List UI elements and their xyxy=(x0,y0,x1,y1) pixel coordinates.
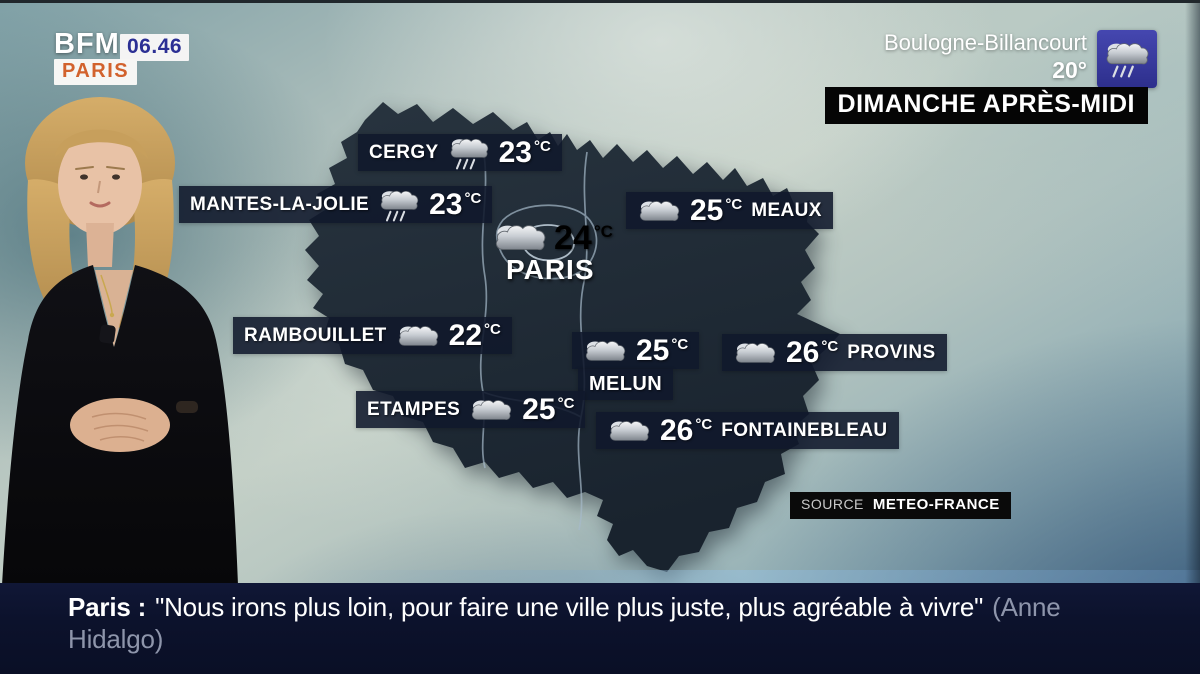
city-name: MEAUX xyxy=(751,199,822,221)
temperature: 24 °C xyxy=(554,219,613,257)
weather-label-rambouillet: RAMBOUILLET 22 °C xyxy=(233,317,512,354)
cloud-icon xyxy=(733,339,777,366)
city-name: RAMBOUILLET xyxy=(244,324,387,346)
weather-label-mantes-la-jolie: MANTES-LA-JOLIE 23 °C xyxy=(179,186,493,223)
bfm-logo: BFM xyxy=(54,28,120,60)
ticker-attribution: (Anne Hidalgo) xyxy=(68,592,1061,654)
city-name: PROVINS xyxy=(847,341,936,363)
weather-presenter xyxy=(2,97,238,585)
ticker-separator: : xyxy=(137,592,147,622)
cloud-icon xyxy=(469,396,513,423)
cloud-icon xyxy=(492,220,548,254)
weather-label-cergy: CERGY 23 °C xyxy=(358,134,562,171)
city-name: MANTES-LA-JOLIE xyxy=(190,193,370,215)
weather-label-meaux: 25 °C MEAUX xyxy=(626,192,833,229)
highlight-city-widget: Boulogne-Billancourt 20° xyxy=(884,30,1157,88)
city-name: FONTAINEBLEAU xyxy=(721,419,888,441)
clock: 06.46 xyxy=(120,34,190,61)
city-name: CERGY xyxy=(369,141,439,163)
temperature: 23 °C xyxy=(498,135,551,169)
temperature: 22 °C xyxy=(448,318,501,352)
weather-label-etampes: ETAMPES 25 °C xyxy=(356,391,586,428)
cloud-icon xyxy=(583,337,627,364)
source-credit: SOURCE METEO-FRANCE xyxy=(790,492,1011,519)
background-light-band xyxy=(0,570,1200,583)
source-label: SOURCE xyxy=(801,496,864,512)
source-value: METEO-FRANCE xyxy=(872,496,1000,513)
news-ticker: Paris: "Nous irons plus loin, pour faire … xyxy=(0,583,1200,674)
rain-icon xyxy=(1097,30,1157,88)
weather-label-melun: 25 °C MELUN xyxy=(572,332,700,400)
weather-label-paris: 24 °C PARIS xyxy=(492,220,613,286)
cloud-icon xyxy=(396,322,440,349)
temperature: 25 °C xyxy=(690,193,743,227)
city-name: PARIS xyxy=(506,254,595,285)
temperature: 23 °C xyxy=(429,187,482,221)
city-name: ETAMPES xyxy=(367,398,461,420)
cloud-icon xyxy=(637,197,681,224)
rain-storm-icon xyxy=(378,187,420,223)
weather-label-provins: 26 °C PROVINS xyxy=(722,334,947,371)
highlight-city-name: Boulogne-Billancourt xyxy=(883,30,1087,55)
presenter-figure xyxy=(2,97,238,585)
edge-vignette xyxy=(1185,0,1200,674)
paris-border xyxy=(521,224,575,262)
forecast-period-banner: DIMANCHE APRÈS-MIDI xyxy=(824,87,1148,124)
rain-storm-icon xyxy=(448,135,490,171)
weather-label-fontainebleau: 26 °C FONTAINEBLEAU xyxy=(596,412,899,449)
ticker-topic: Paris xyxy=(68,592,131,622)
ticker-quote: "Nous irons plus loin, pour faire une vi… xyxy=(155,592,984,622)
ticker-text: Paris: "Nous irons plus loin, pour faire … xyxy=(68,591,1124,655)
city-name: MELUN xyxy=(589,373,663,395)
channel-region-label: PARIS xyxy=(54,59,138,85)
letterbox-strip xyxy=(0,0,1200,3)
temperature: 26 °C xyxy=(786,335,839,369)
temperature: 25 °C xyxy=(522,392,575,426)
cloud-icon xyxy=(607,417,651,444)
temperature: 26 °C xyxy=(660,413,713,447)
highlight-city-temp: 20° xyxy=(1052,57,1087,83)
temperature: 25 °C xyxy=(636,333,689,367)
